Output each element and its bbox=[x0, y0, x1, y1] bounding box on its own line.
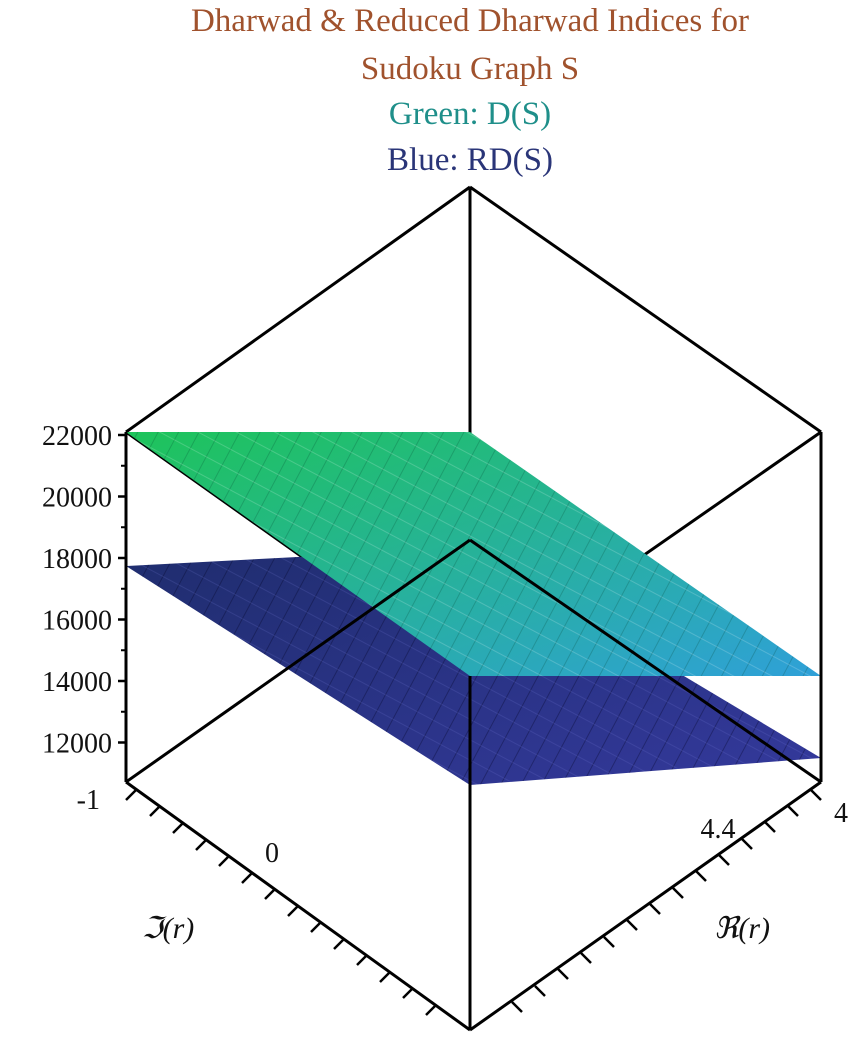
legend-blue: Blue: RD(S) bbox=[387, 142, 553, 178]
y-tick-0: 0 bbox=[265, 838, 279, 869]
chart-title-line-2: Sudoku Graph S bbox=[361, 51, 579, 87]
z-tick-label: 12000 bbox=[42, 729, 112, 760]
legend-green: Green: D(S) bbox=[389, 96, 551, 132]
z-tick-label: 18000 bbox=[42, 544, 112, 575]
x-tick-4-4: 4.4 bbox=[701, 814, 736, 845]
z-tick-label: 14000 bbox=[42, 667, 112, 698]
x-tick-4: 4 bbox=[834, 798, 848, 829]
z-tick-label: 22000 bbox=[42, 421, 112, 452]
x-axis-label: ℜ(r) bbox=[714, 912, 770, 945]
z-tick-label: 16000 bbox=[42, 606, 112, 637]
y-tick-minus1: -1 bbox=[77, 785, 100, 816]
y-axis bbox=[125, 789, 437, 1016]
z-tick-label: 20000 bbox=[42, 483, 112, 514]
z-axis: 22000 20000 18000 16000 14000 12000 bbox=[42, 421, 126, 760]
surface-d bbox=[126, 432, 821, 676]
chart-title-line-1: Dharwad & Reduced Dharwad Indices for bbox=[191, 3, 749, 39]
x-axis bbox=[511, 789, 822, 1013]
y-axis-label: ℑ(r) bbox=[142, 912, 195, 945]
